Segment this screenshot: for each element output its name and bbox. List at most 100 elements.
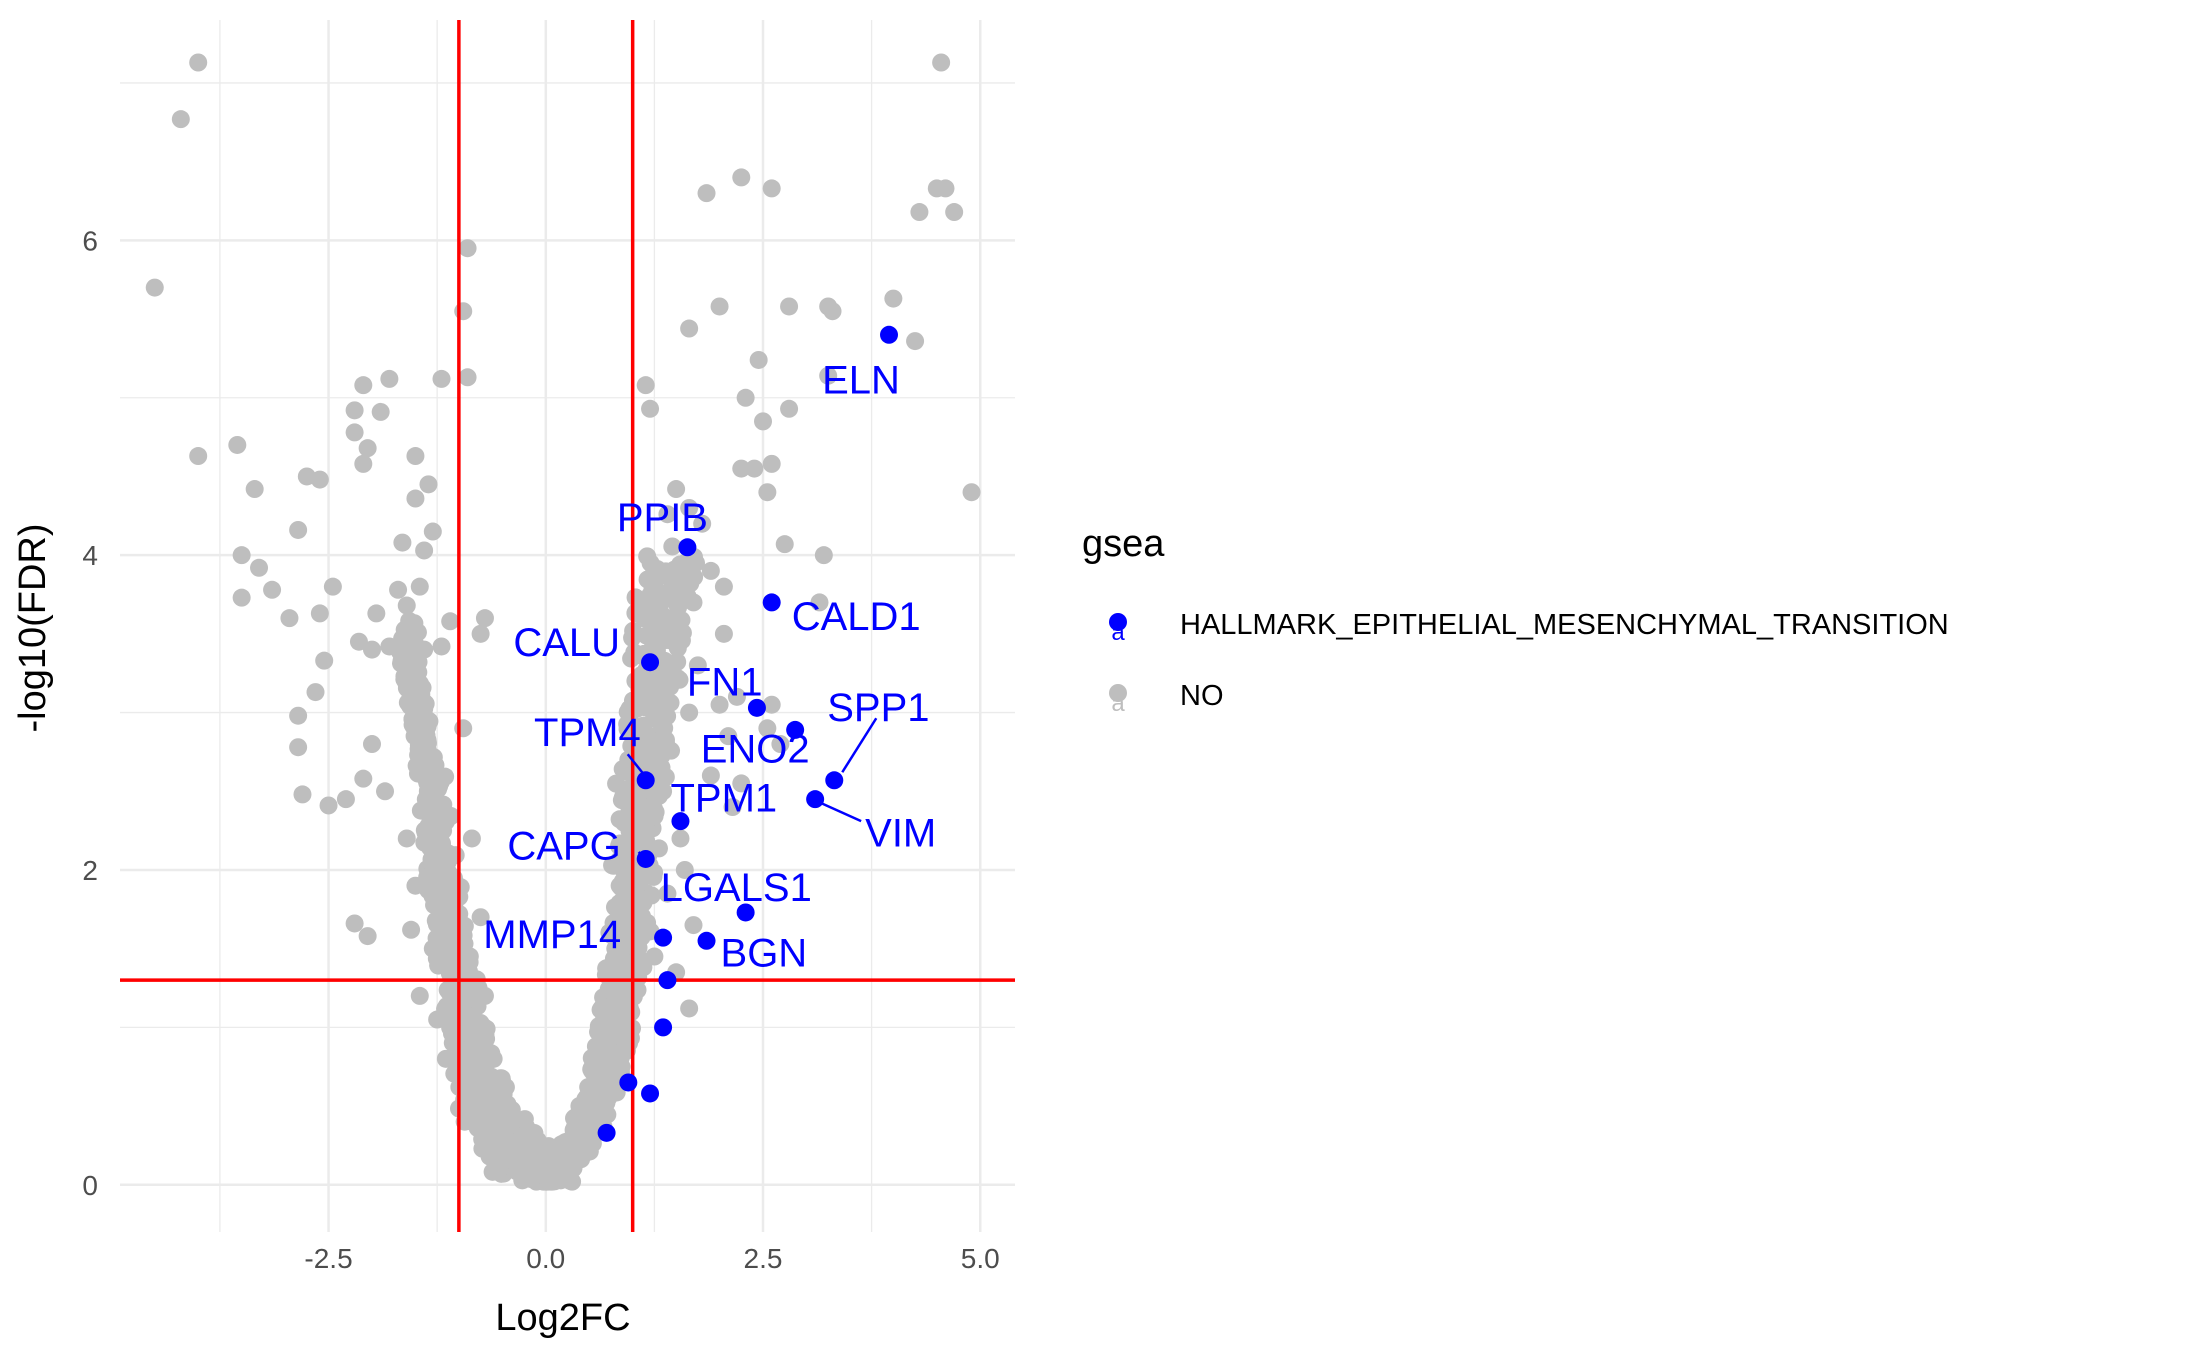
- cloud-point: [405, 710, 424, 729]
- point-no: [780, 297, 799, 316]
- cloud-point: [612, 791, 631, 810]
- point-no: [910, 203, 929, 222]
- x-axis-title: Log2FC: [495, 1297, 630, 1339]
- point-no: [454, 302, 473, 321]
- point-no: [758, 483, 777, 502]
- point-no: [675, 860, 694, 879]
- y-axis-ticks: 0 2 4 6: [82, 225, 98, 1200]
- gene-label-calu: CALU: [513, 621, 620, 665]
- point-no: [471, 908, 490, 927]
- point-no: [310, 470, 329, 489]
- point-no: [432, 369, 451, 388]
- point-no: [345, 423, 364, 442]
- point-no: [458, 239, 477, 258]
- point-no: [475, 986, 494, 1005]
- point-no: [658, 505, 677, 524]
- point-no: [189, 53, 208, 72]
- point-no: [714, 624, 733, 643]
- point-no: [406, 447, 425, 466]
- gene-label-lgals1: LGALS1: [661, 866, 812, 910]
- point-no: [710, 695, 729, 714]
- gene-label-tpm4: TPM4: [534, 711, 641, 755]
- y-axis-title: -log10(FDR): [12, 523, 54, 732]
- cloud-point: [425, 821, 444, 840]
- point-ppib: [678, 538, 697, 557]
- point-no: [502, 1115, 521, 1134]
- legend-title: gsea: [1082, 523, 1165, 565]
- point-no: [362, 640, 381, 659]
- point-no: [771, 735, 790, 754]
- cloud-point: [612, 858, 631, 877]
- label-leader-capg: [637, 851, 644, 858]
- point-no: [780, 399, 799, 418]
- x-tick-label: 5.0: [961, 1243, 1000, 1274]
- point-no: [145, 278, 164, 297]
- point-no: [597, 1002, 616, 1021]
- cloud-point: [643, 575, 662, 594]
- point-no: [654, 782, 673, 801]
- point-no: [680, 498, 699, 517]
- point-no: [323, 577, 342, 596]
- cloud-point: [436, 767, 455, 786]
- cloud-point: [481, 1078, 500, 1097]
- point-hallmark: [619, 1073, 638, 1092]
- gene-label-eln: ELN: [822, 358, 900, 402]
- point-no: [554, 1152, 573, 1171]
- cloud-point: [466, 1057, 485, 1076]
- point-no: [306, 683, 325, 702]
- point-no: [354, 376, 373, 395]
- series-hallmark-points: [597, 325, 899, 1142]
- point-no: [680, 703, 699, 722]
- point-no: [354, 769, 373, 788]
- point-tpm4: [636, 771, 655, 790]
- point-no: [723, 798, 742, 817]
- cloud-point: [475, 1103, 494, 1122]
- cloud-point: [657, 735, 676, 754]
- y-tick-label: 2: [82, 855, 98, 886]
- point-no: [688, 656, 707, 675]
- cloud-point: [611, 1043, 630, 1062]
- point-no: [510, 1136, 529, 1155]
- point-no: [289, 706, 308, 725]
- point-no: [397, 829, 416, 848]
- point-no: [293, 785, 312, 804]
- point-cald1: [762, 593, 781, 612]
- cloud-point: [416, 694, 435, 713]
- point-no: [471, 624, 490, 643]
- point-no: [289, 738, 308, 757]
- point-calu: [641, 653, 660, 672]
- point-no: [606, 939, 625, 958]
- point-no: [475, 609, 494, 628]
- point-no: [250, 558, 269, 577]
- point-no: [280, 609, 299, 628]
- point-no: [671, 829, 690, 848]
- point-no: [819, 366, 838, 385]
- point-no: [727, 687, 746, 706]
- point-no: [354, 454, 373, 473]
- x-axis-ticks: -2.5 0.0 2.5 5.0: [304, 1243, 999, 1274]
- gene-labels: ELN PPIB CALD1 CALU FN1 ENO2 SPP1 VIM TPM4 TPM1 CA…: [483, 358, 936, 975]
- point-hallmark: [641, 1084, 660, 1103]
- legend-key-no-glyph: a: [1111, 690, 1125, 717]
- point-no: [610, 876, 629, 895]
- point-no: [410, 986, 429, 1005]
- point-no: [406, 489, 425, 508]
- point-no: [749, 350, 768, 369]
- legend-key-hallmark: [1109, 613, 1127, 631]
- point-no: [484, 1049, 503, 1068]
- cloud-point: [436, 957, 455, 976]
- cloud-point: [422, 766, 441, 785]
- point-no: [263, 580, 282, 599]
- cloud-point: [589, 1017, 608, 1036]
- point-no: [745, 459, 764, 478]
- point-no: [932, 53, 951, 72]
- point-no: [358, 927, 377, 946]
- cloud-point: [617, 981, 636, 1000]
- point-no: [754, 412, 773, 431]
- point-no: [189, 447, 208, 466]
- point-no: [762, 695, 781, 714]
- point-no: [823, 302, 842, 321]
- point-no: [415, 640, 434, 659]
- point-no: [454, 719, 473, 738]
- gene-label-fn1: FN1: [687, 660, 763, 704]
